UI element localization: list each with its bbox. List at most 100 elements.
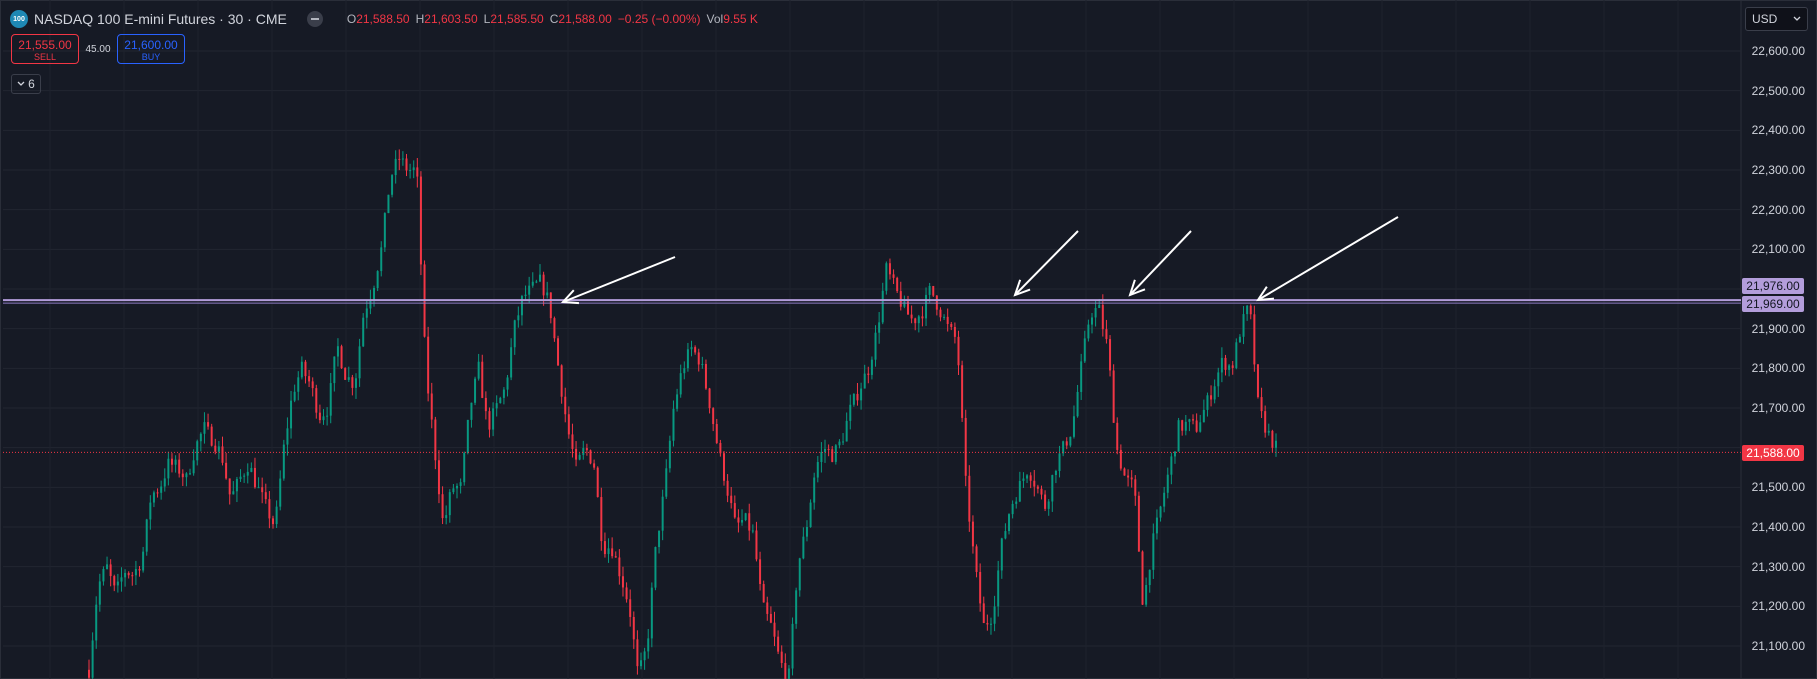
candle-body (1090, 317, 1093, 325)
price-axis-label: 22,400.00 (1751, 123, 1805, 138)
candle-body (726, 480, 729, 496)
candle-body (1202, 409, 1205, 423)
symbol-title[interactable]: NASDAQ 100 E-mini Futures · 30 · CME (34, 11, 287, 27)
chart-legend: 100 NASDAQ 100 E-mini Futures · 30 · CME… (10, 8, 758, 30)
candle-body (409, 170, 412, 172)
candle-body (993, 606, 996, 624)
candle-body (549, 292, 552, 319)
candle-body (358, 346, 361, 379)
candle-body (535, 281, 538, 283)
candle-body (557, 338, 560, 366)
candle-body (1083, 338, 1086, 362)
candle-body (1069, 436, 1072, 446)
candle-body (88, 669, 90, 678)
candle-body (596, 467, 599, 498)
candle-body (961, 365, 964, 418)
candle-body (834, 445, 837, 462)
currency-select[interactable]: USD (1745, 7, 1808, 31)
candle-body (896, 277, 899, 292)
candle-body (106, 564, 109, 569)
candle-body (787, 668, 790, 679)
sell-button[interactable]: 21,555.00 SELL (11, 34, 79, 64)
candle-body (474, 378, 477, 403)
candle-body (1127, 475, 1130, 478)
candle-body (571, 434, 574, 449)
candle-body (502, 389, 505, 398)
candle-body (419, 176, 422, 265)
candle-body (748, 513, 751, 531)
price-tag-line: 21,969.00 (1742, 296, 1804, 312)
candle-body (629, 599, 632, 617)
candle-body (1195, 420, 1198, 432)
symbol-logo[interactable]: 100 (10, 10, 28, 28)
candle-body (113, 576, 116, 586)
candle-body (1026, 475, 1029, 479)
candle-body (611, 548, 614, 557)
candle-body (842, 441, 845, 443)
candle-body (795, 590, 798, 624)
ohlc-values: O21,588.50 H21,603.50 L21,585.50 C21,588… (347, 12, 758, 26)
candle-body (878, 322, 881, 333)
candle-body (279, 478, 282, 507)
candle-body (921, 316, 924, 319)
candle-body (1011, 503, 1014, 515)
candle-body (373, 288, 376, 301)
candle-body (149, 502, 152, 520)
candle-body (1134, 479, 1137, 496)
price-axis-label: 21,500.00 (1751, 480, 1805, 495)
candle-body (300, 361, 303, 378)
candle-body (434, 419, 437, 461)
candle-body (542, 274, 545, 296)
candle-body (903, 301, 906, 307)
candle-body (463, 452, 466, 483)
candle-body (261, 487, 264, 493)
candle-body (272, 518, 275, 525)
candle-body (351, 377, 354, 388)
spread-value: 45.00 (85, 43, 111, 55)
indicators-collapse-button[interactable]: 6 (11, 74, 41, 94)
candle-body (538, 274, 541, 282)
candle-body (528, 285, 531, 295)
arrow-head-icon (1013, 279, 1031, 297)
candle-body (163, 478, 166, 487)
candle-body (704, 363, 707, 389)
candle-body (160, 486, 163, 493)
candle-body (1018, 480, 1021, 502)
candle-body (290, 400, 293, 429)
candle-body (239, 476, 242, 480)
candle-body (636, 639, 639, 667)
high-value: 21,603.50 (424, 12, 478, 26)
candle-body (1213, 386, 1216, 400)
candle-body (1015, 501, 1018, 504)
minus-circle-icon[interactable] (306, 11, 323, 27)
candle-body (968, 475, 971, 522)
candle-body (275, 506, 278, 525)
candle-body (1040, 488, 1043, 495)
candle-body (484, 397, 487, 412)
candle-body (773, 622, 776, 637)
candle-body (243, 475, 246, 477)
buy-button[interactable]: 21,600.00 BUY (117, 34, 185, 64)
change-value: −0.25 (−0.00%) (617, 12, 701, 26)
candle-body (892, 274, 895, 278)
low-value: 21,585.50 (490, 12, 544, 26)
candle-body (470, 402, 473, 420)
candle-body (603, 541, 606, 555)
currency-label: USD (1752, 12, 1778, 26)
candle-body (957, 336, 960, 366)
buy-price: 21,600.00 (124, 38, 178, 52)
candle-body (365, 308, 368, 318)
candle-body (1145, 585, 1148, 605)
candle-body (1054, 470, 1057, 476)
candle-body (1184, 421, 1187, 431)
chevron-down-icon (1793, 16, 1801, 21)
arrow-head-icon (560, 289, 580, 305)
candle-body (95, 604, 98, 641)
candle-body (416, 167, 419, 177)
candle-body (156, 492, 159, 494)
candle-body (1101, 304, 1104, 330)
candle-body (253, 467, 256, 488)
candle-body (654, 547, 657, 588)
candle-body (1051, 475, 1054, 502)
